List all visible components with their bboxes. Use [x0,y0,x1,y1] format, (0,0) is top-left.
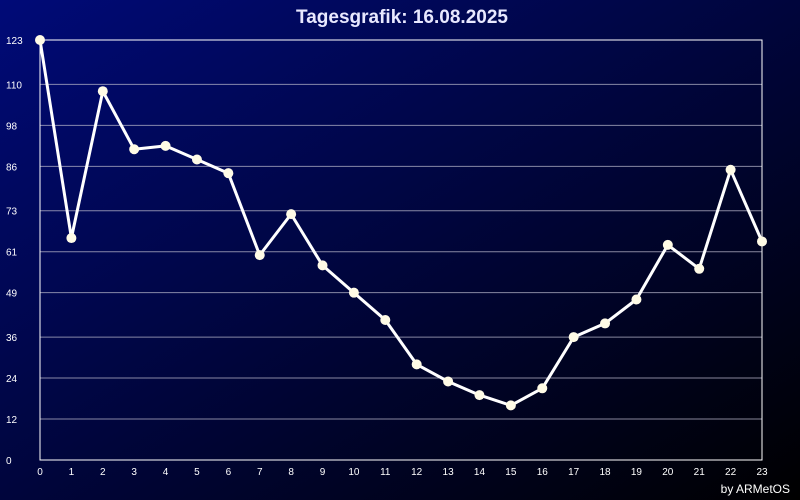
x-axis-ticks: 0 1 2 3 4 5 6 7 8 9 10 11 12 13 14 15 16 17 18 19 20 21 22 23 [37,467,768,478]
y-tick-label: 24 [6,374,18,385]
data-point [160,140,171,151]
data-point [254,250,265,261]
data-point [191,154,202,165]
data-point [443,376,454,387]
data-point [380,315,391,325]
data-point [348,287,359,298]
data-series [35,35,767,411]
x-tick-label: 3 [131,467,137,478]
data-point [97,86,108,97]
data-point [129,144,140,155]
x-tick-label: 12 [411,467,423,478]
data-point [317,260,328,271]
x-tick-label: 7 [257,467,263,478]
x-tick-label: 18 [599,467,611,478]
data-point [411,359,422,370]
x-tick-label: 1 [69,467,75,478]
data-point [631,294,642,305]
data-point [35,35,45,45]
y-tick-label: 49 [6,289,18,300]
series-line [38,39,764,407]
x-tick-label: 14 [474,467,486,478]
plot-area-frame [39,39,763,461]
x-tick-label: 10 [348,467,360,478]
x-tick-label: 8 [288,467,294,478]
x-tick-label: 2 [100,467,106,478]
y-tick-label: 86 [6,162,18,173]
chart-title: Tagesgrafik: 16.08.2025 [296,7,508,28]
x-tick-label: 0 [37,467,43,478]
x-tick-label: 21 [694,467,706,478]
data-point [66,233,77,244]
x-tick-label: 16 [537,467,549,478]
data-point [600,318,611,329]
x-tick-label: 15 [505,467,517,478]
x-tick-label: 19 [631,467,643,478]
y-tick-label: 0 [6,456,12,467]
data-point [505,400,516,411]
data-point [537,383,548,394]
data-point [286,209,297,220]
y-tick-label: 12 [6,415,18,426]
y-tick-label: 61 [6,248,18,259]
data-point [474,390,485,401]
x-tick-label: 4 [163,467,169,478]
x-tick-label: 5 [194,467,200,478]
x-tick-label: 17 [568,467,580,478]
x-tick-label: 22 [725,467,737,478]
y-tick-label: 36 [6,333,18,344]
plot-frame [39,39,763,461]
x-tick-label: 23 [756,467,768,478]
data-point [662,239,673,250]
x-tick-label: 20 [662,467,674,478]
credit-label: by ARMetOS [721,482,790,496]
x-tick-label: 9 [320,467,326,478]
y-tick-label: 123 [6,36,23,47]
data-point [757,236,767,247]
x-tick-label: 11 [380,467,391,478]
data-point [725,164,736,175]
data-point [694,263,705,274]
grid-lines [40,83,762,420]
y-tick-label: 110 [6,80,22,91]
x-tick-label: 6 [226,467,232,478]
data-point [568,332,579,343]
data-point [223,168,234,179]
y-tick-label: 73 [6,207,18,218]
y-tick-label: 98 [6,121,18,132]
y-axis-ticks: 0 12 24 36 49 61 73 86 98 110 123 [6,36,23,467]
x-tick-label: 13 [443,467,455,478]
